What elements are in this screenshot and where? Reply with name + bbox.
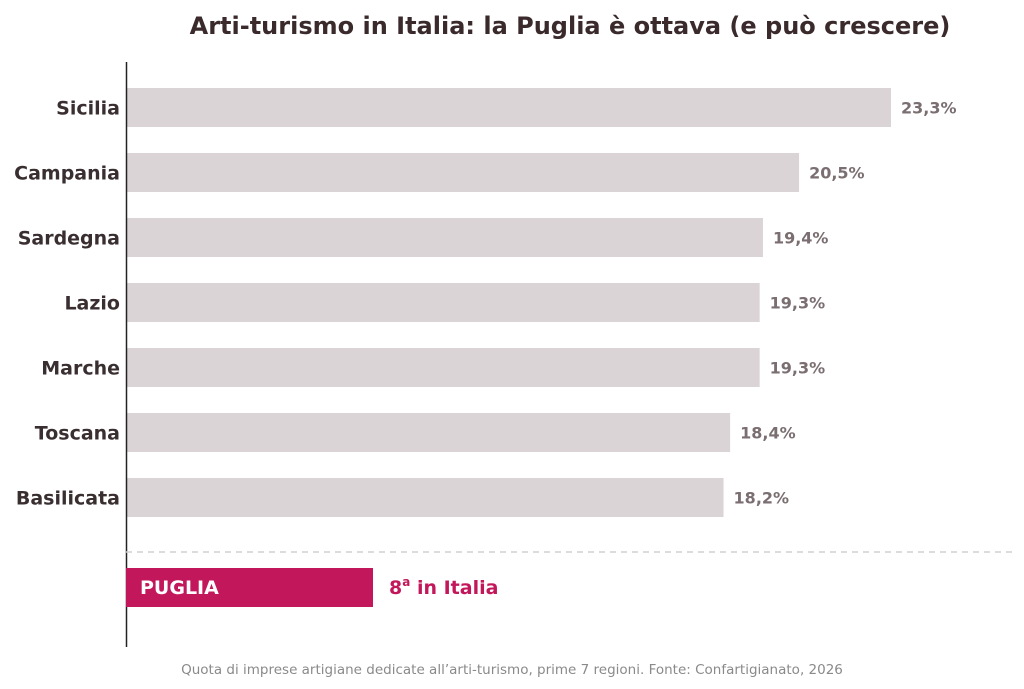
value-label-campania: 20,5% bbox=[809, 164, 865, 183]
bar-marche bbox=[126, 348, 760, 387]
value-label-sardegna: 19,4% bbox=[773, 229, 829, 248]
bar-basilicata bbox=[126, 478, 724, 517]
footnote: Quota di imprese artigiane dedicate all’… bbox=[181, 662, 843, 678]
category-label-lazio: Lazio bbox=[64, 293, 120, 315]
highlight-rank: 8a in Italia bbox=[389, 575, 498, 599]
highlight-label: PUGLIA bbox=[140, 577, 219, 599]
value-label-basilicata: 18,2% bbox=[734, 489, 790, 508]
value-label-lazio: 19,3% bbox=[770, 294, 826, 313]
value-label-toscana: 18,4% bbox=[740, 424, 796, 443]
category-label-marche: Marche bbox=[41, 358, 120, 380]
highlight-rank-superscript: a bbox=[402, 575, 410, 589]
highlight-rank-suffix: in Italia bbox=[410, 577, 498, 599]
highlight-rank-number: 8 bbox=[389, 577, 402, 599]
category-label-sicilia: Sicilia bbox=[56, 98, 120, 120]
value-label-marche: 19,3% bbox=[770, 359, 826, 378]
bar-toscana bbox=[126, 413, 731, 452]
bar-lazio bbox=[126, 283, 760, 322]
highlight-bar bbox=[126, 568, 373, 607]
category-label-toscana: Toscana bbox=[35, 423, 120, 445]
category-label-campania: Campania bbox=[14, 163, 120, 185]
bar-group: Sicilia 23,3% Campania 20,5% Sardegna 19,4% La… bbox=[14, 88, 957, 517]
category-label-sardegna: Sardegna bbox=[18, 228, 120, 250]
bar-campania bbox=[126, 153, 800, 192]
chart-title: Arti-turismo in Italia: la Puglia è otta… bbox=[190, 12, 951, 40]
bar-sardegna bbox=[126, 218, 763, 257]
bar-sicilia bbox=[126, 88, 891, 127]
category-label-basilicata: Basilicata bbox=[16, 488, 120, 510]
value-label-sicilia: 23,3% bbox=[901, 99, 957, 118]
